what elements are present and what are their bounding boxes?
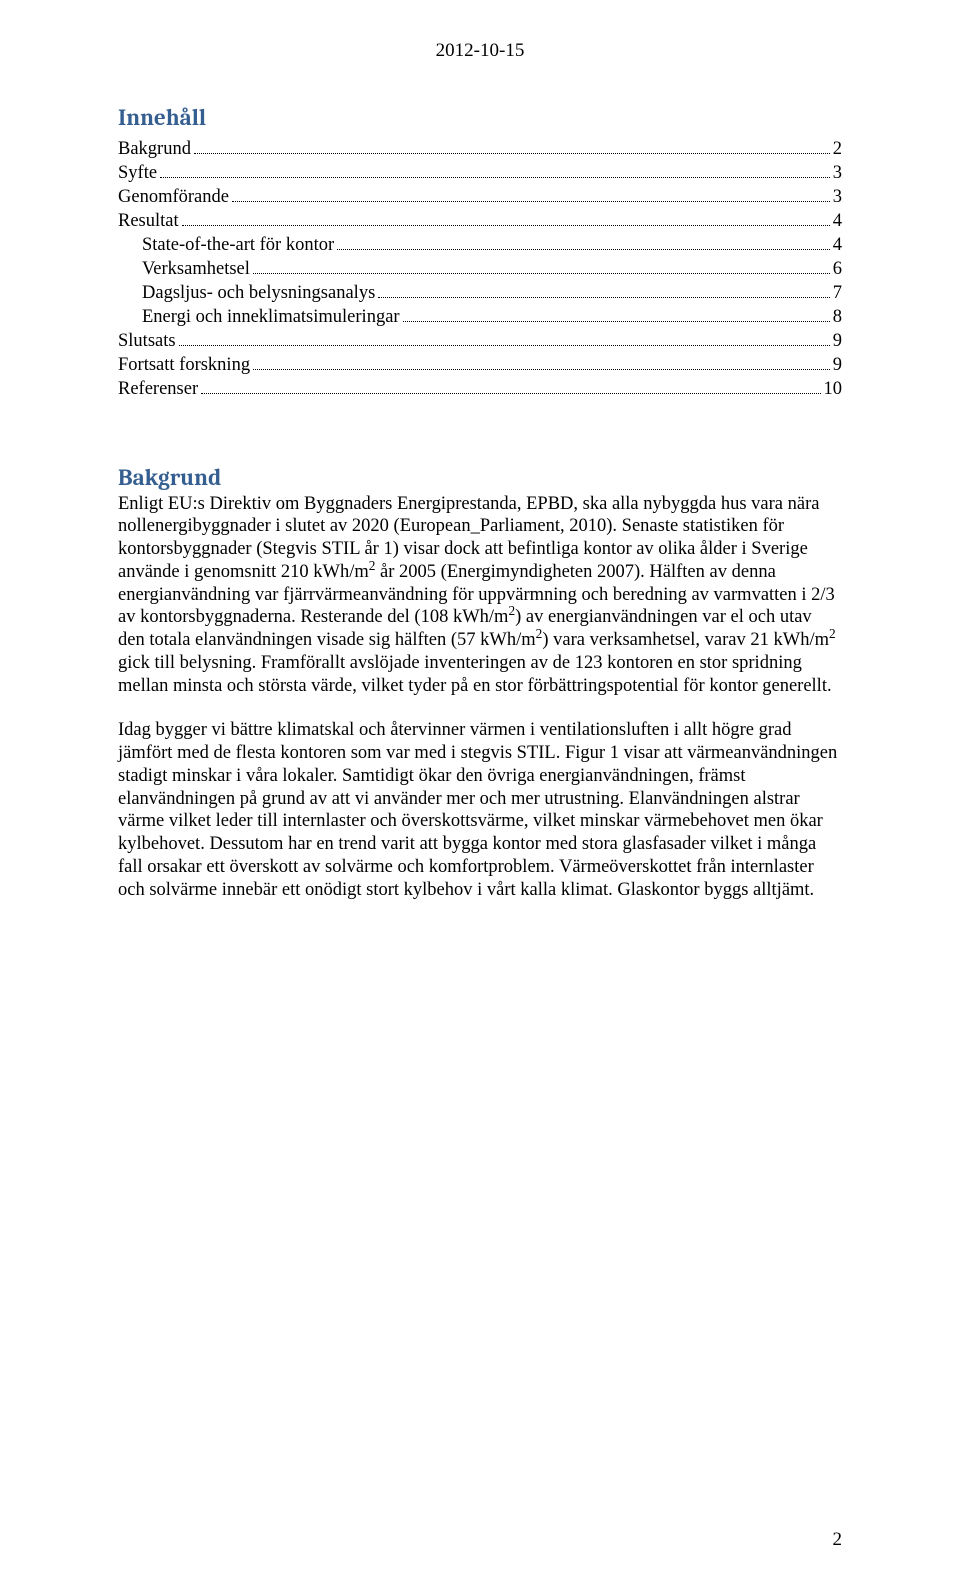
toc-label: Bakgrund [118,137,191,161]
toc-title: Innehåll [118,104,842,131]
toc-label: Genomförande [118,185,229,209]
body-paragraph-2: Idag bygger vi bättre klimatskal och åte… [118,719,842,901]
toc-entry[interactable]: Slutsats 9 [118,329,842,353]
toc-entry[interactable]: Referenser 10 [118,377,842,401]
toc-page: 7 [833,281,842,305]
toc-leader-dots [253,369,830,370]
toc-entry[interactable]: State-of-the-art för kontor 4 [118,233,842,257]
toc-label: Resultat [118,209,179,233]
toc-leader-dots [201,393,820,394]
toc-leader-dots [182,225,830,226]
toc-page: 6 [833,257,842,281]
toc-page: 4 [833,233,842,257]
toc-leader-dots [403,321,830,322]
toc-entry[interactable]: Syfte 3 [118,161,842,185]
toc-entry[interactable]: Bakgrund 2 [118,137,842,161]
document-page: 2012-10-15 Innehåll Bakgrund 2 Syfte 3 G… [0,0,960,1591]
section-title-bakgrund: Bakgrund [118,464,842,491]
toc-leader-dots [232,201,830,202]
toc-page: 2 [833,137,842,161]
toc-page: 8 [833,305,842,329]
body-paragraph-1: Enligt EU:s Direktiv om Byggnaders Energ… [118,493,842,698]
toc-page: 9 [833,353,842,377]
toc-page: 10 [824,377,843,401]
toc-label: Dagsljus- och belysningsanalys [142,281,375,305]
toc-label: Verksamhetsel [142,257,250,281]
toc-label: Syfte [118,161,157,185]
toc-label: Slutsats [118,329,176,353]
toc-leader-dots [253,273,830,274]
toc-entry[interactable]: Genomförande 3 [118,185,842,209]
toc-label: State-of-the-art för kontor [142,233,334,257]
toc-entry[interactable]: Energi och inneklimatsimuleringar 8 [118,305,842,329]
header-date: 2012-10-15 [118,40,842,62]
superscript: 2 [829,626,836,641]
toc-leader-dots [179,345,830,346]
toc-page: 3 [833,161,842,185]
text-run: gick till belysning. Framförallt avslöja… [118,653,832,696]
toc-label: Fortsatt forskning [118,353,250,377]
toc-leader-dots [160,177,830,178]
page-number: 2 [833,1529,843,1551]
toc-label: Energi och inneklimatsimuleringar [142,305,400,329]
toc-page: 3 [833,185,842,209]
toc-page: 4 [833,209,842,233]
toc-entry[interactable]: Resultat 4 [118,209,842,233]
toc-entry[interactable]: Fortsatt forskning 9 [118,353,842,377]
toc-page: 9 [833,329,842,353]
text-run: ) vara verksamhetsel, varav 21 kWh/m [542,630,829,650]
toc-label: Referenser [118,377,198,401]
toc-leader-dots [378,297,829,298]
toc-leader-dots [337,249,830,250]
toc-leader-dots [194,153,830,154]
toc-list: Bakgrund 2 Syfte 3 Genomförande 3 Result… [118,137,842,402]
toc-entry[interactable]: Dagsljus- och belysningsanalys 7 [118,281,842,305]
toc-entry[interactable]: Verksamhetsel 6 [118,257,842,281]
